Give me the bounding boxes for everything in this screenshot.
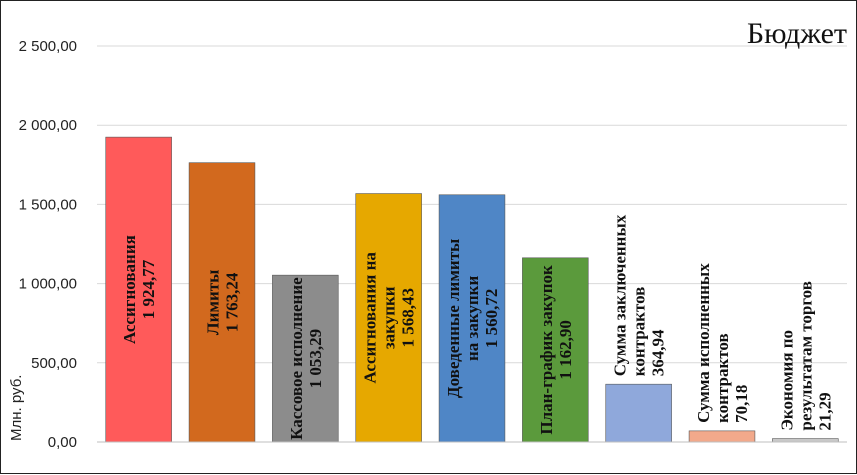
y-tick-label: 1 000,00 [19, 276, 77, 293]
bar-label-line: Экономия по [777, 330, 796, 431]
y-tick-label: 2 000,00 [19, 117, 77, 134]
bar-label-line: результатам торгов [796, 281, 815, 431]
bar [522, 257, 589, 443]
bar-data-label: Кассовое исполнение 1 053,29 [287, 277, 325, 440]
bar [105, 136, 172, 443]
bar [355, 193, 422, 443]
bar [438, 194, 506, 443]
bar-label-line: План-график закупок [537, 265, 556, 435]
bar-label-line: Сумма заключенных [611, 214, 630, 376]
bar-label-line: 364,94 [649, 329, 668, 376]
y-axis-label: Млн. руб. [8, 375, 25, 441]
bar-label-line: закупки [380, 286, 399, 349]
y-tick-label: 2 500,00 [19, 38, 77, 55]
bar-data-label: План-график закупок 1 162,90 [537, 265, 575, 435]
bar-label-line: контрактов [713, 333, 732, 423]
bar-label-line: Ассигнования [120, 235, 139, 344]
chart-title: Бюджет [747, 17, 847, 50]
bar-label-line: контрактов [630, 287, 649, 377]
bar [688, 430, 756, 443]
y-tick-label: 500,00 [31, 355, 77, 372]
bar-labels: Ассигнования 1 924,77 Лимиты 1 763,24 Кассов… [120, 214, 834, 440]
bar-data-label: Сумма исполненных контрактов 70,18 [694, 263, 751, 423]
bar-data-label: Сумма заключенных контрактов 364,94 [611, 214, 668, 376]
bar-label-line: Ассигнования на [361, 252, 380, 384]
y-tick-label: 1 500,00 [19, 196, 77, 213]
bars [105, 136, 839, 443]
bar-data-label: Экономия по результатам торгов 21,29 [777, 281, 834, 431]
bar-label-line: 1 763,24 [223, 272, 242, 332]
bar-data-label: Ассигнования на закупки 1 568,43 [361, 252, 418, 384]
y-tick-label: 0,00 [48, 434, 77, 451]
bar [272, 274, 339, 443]
bar-label-line: 1 162,90 [556, 320, 575, 380]
bar-data-label: Лимиты 1 763,24 [204, 270, 242, 335]
bar-label-line: 1 560,72 [482, 289, 501, 349]
y-axis-ticks: 0,00 500,00 1 000,00 1 500,00 2 000,00 2 500,… [19, 38, 77, 451]
bar [772, 438, 839, 443]
bar-label-line: Доведенные лимиты [444, 239, 463, 398]
bar-data-label: Ассигнования 1 924,77 [120, 235, 158, 344]
bar [605, 383, 672, 443]
bar-label-line: 1 924,77 [139, 259, 158, 319]
bar-label-line: на закупки [463, 276, 482, 362]
bar-label-line: Кассовое исполнение [287, 277, 306, 440]
bar-label-line: Сумма исполненных [694, 263, 713, 423]
bar [188, 162, 256, 443]
bar-label-line: 1 568,43 [399, 288, 418, 348]
bar-data-label: Доведенные лимиты на закупки 1 560,72 [444, 239, 501, 398]
bar-label-line: 1 053,29 [306, 329, 325, 389]
bar-label-line: 21,29 [815, 392, 834, 430]
bar-label-line: 70,18 [732, 385, 751, 423]
bar-label-line: Лимиты [204, 270, 223, 335]
